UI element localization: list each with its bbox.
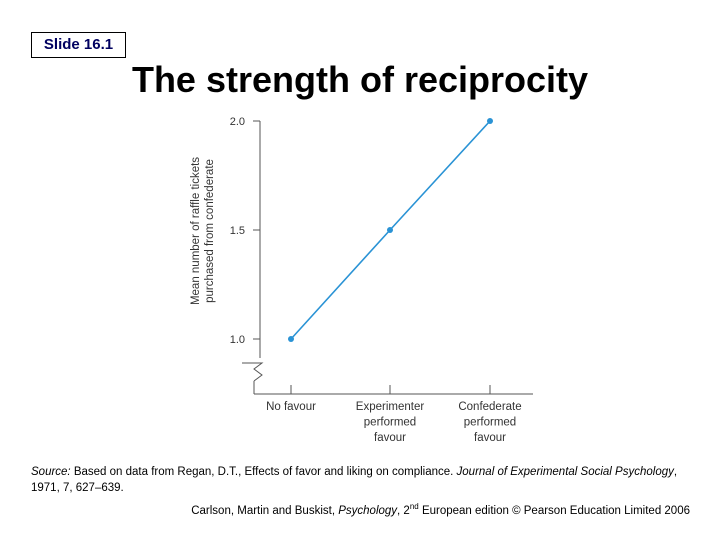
credit-rest: European edition © Pearson Education Lim… bbox=[418, 504, 690, 517]
source-journal: Journal of Experimental Social Psycholog… bbox=[456, 466, 674, 478]
slide-number-label: Slide 16.1 bbox=[31, 32, 126, 58]
x-tick-label: Confederate performed favour bbox=[458, 401, 521, 444]
y-axis-label: Mean number of raffle tickets purchased f… bbox=[190, 157, 216, 305]
y-axis-label-line: Mean number of raffle tickets bbox=[190, 157, 202, 305]
source-details: , 1971, 7, 627–639. bbox=[31, 466, 678, 494]
x-tick-label: No favour bbox=[266, 401, 316, 413]
slide-title: The strength of reciprocity bbox=[131, 59, 589, 100]
axis-break-mark bbox=[242, 362, 264, 382]
credit-book: Psychology bbox=[338, 504, 398, 517]
source-text: Based on data from Regan, D.T., Effects … bbox=[70, 466, 457, 478]
source-prefix: Source: bbox=[31, 466, 71, 478]
y-axis-label-line: purchased from confederate bbox=[204, 159, 216, 303]
data-point bbox=[487, 118, 493, 124]
y-tick-label: 1.5 bbox=[230, 225, 245, 237]
credit-edition: , 2 bbox=[397, 504, 410, 517]
source-note: Source: Based on data from Regan, D.T., … bbox=[31, 464, 691, 496]
x-tick-label: Experimenter performed favour bbox=[356, 401, 425, 444]
data-point bbox=[288, 336, 294, 342]
y-tick-label: 2.0 bbox=[230, 116, 245, 128]
y-tick-label: 1.0 bbox=[230, 334, 245, 346]
copyright-credit: Carlson, Martin and Buskist, Psychology,… bbox=[191, 499, 690, 519]
data-point bbox=[387, 227, 393, 233]
credit-authors: Carlson, Martin and Buskist, bbox=[191, 504, 339, 517]
credit-edition-suffix: nd bbox=[409, 502, 419, 511]
